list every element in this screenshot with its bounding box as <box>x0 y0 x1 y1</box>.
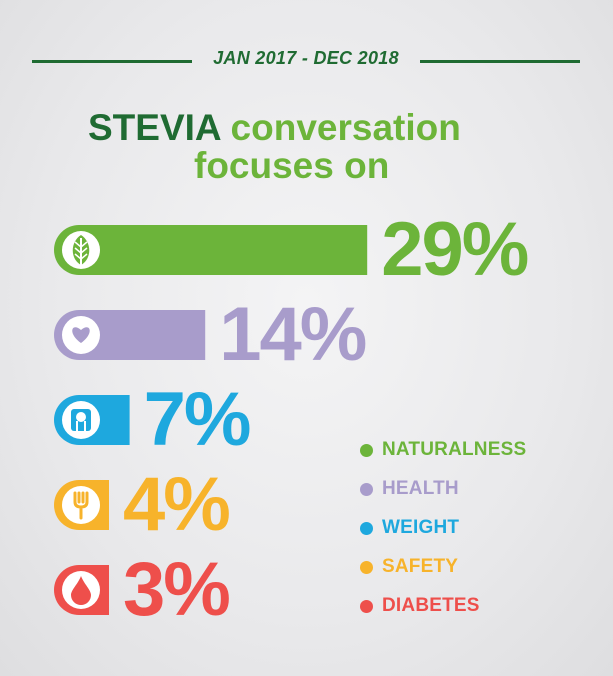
scale-icon <box>71 409 91 431</box>
value-label-safety: 4% <box>123 462 229 547</box>
legend-label: NATURALNESS <box>382 439 527 460</box>
bar-row-weight: 7% <box>54 377 252 462</box>
bar-row-health: 14% <box>54 292 368 377</box>
value-label-health: 14% <box>219 292 366 377</box>
leaf-icon <box>72 235 90 267</box>
title-rest: conversation <box>230 107 461 148</box>
bar-naturalness <box>54 225 368 275</box>
fork-icon <box>73 491 89 520</box>
legend-label: DIABETES <box>382 595 480 616</box>
date-range: JAN 2017 - DEC 2018 <box>213 48 399 68</box>
legend-dot <box>360 483 373 496</box>
heart-icon <box>72 327 90 343</box>
drop-icon <box>71 576 91 605</box>
legend-label: WEIGHT <box>382 517 460 538</box>
legend-dot <box>360 522 373 535</box>
value-label-weight: 7% <box>144 377 250 462</box>
bar-row-safety: 4% <box>54 462 231 547</box>
icon-badge <box>62 486 100 524</box>
legend-label: SAFETY <box>382 556 459 577</box>
bar-row-diabetes: 3% <box>54 547 231 632</box>
chart-title: STEVIA conversation focuses on <box>88 107 461 186</box>
date-range-header: JAN 2017 - DEC 2018 <box>32 48 580 74</box>
header-rule-left <box>32 60 192 63</box>
value-label-naturalness: 29% <box>381 207 528 292</box>
title-line-2: focuses on <box>194 145 390 186</box>
header-rule-right <box>420 60 580 63</box>
legend-dot <box>360 444 373 457</box>
legend-dot <box>360 561 373 574</box>
title-brand: STEVIA <box>88 107 221 148</box>
legend-dot <box>360 600 373 613</box>
bar-row-naturalness: 29% <box>54 207 530 292</box>
value-label-diabetes: 3% <box>123 547 229 632</box>
legend-label: HEALTH <box>382 478 459 499</box>
